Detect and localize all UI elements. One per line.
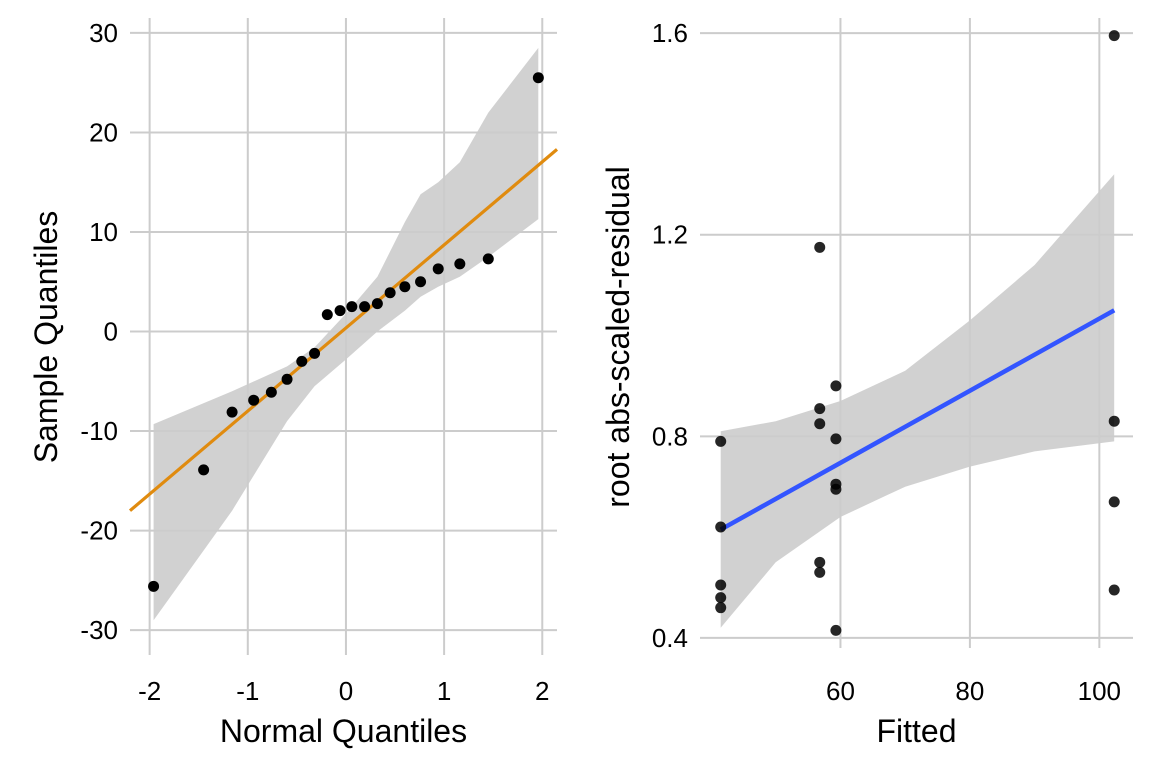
sl-data-point [830,483,842,495]
qq-data-point [359,301,371,313]
qq-x-axis-title: Normal Quantiles [220,713,467,749]
qq-data-point [399,281,411,293]
sl-data-point [830,624,842,636]
scale-location-panel: 60 80 100 0.4 0.8 1.2 1.6 Fitted root abs-sca… [600,18,1133,749]
sl-data-point [814,418,826,430]
qq-data-point [198,464,210,476]
sl-x-tick-labels: 60 80 100 [826,676,1121,706]
qq-x-tick-label: 0 [339,676,353,706]
qq-y-tick-label: -10 [80,416,118,446]
sl-data-point [715,435,727,447]
sl-x-tick-label: 60 [826,676,855,706]
qq-y-tick-label: 0 [104,317,118,347]
qq-x-tick-labels: -2 -1 0 1 2 [138,676,549,706]
sl-x-axis-title: Fitted [876,713,956,749]
sl-data-point [1108,30,1120,42]
qq-confidence-band [153,47,539,621]
qq-y-tick-label: 20 [89,117,118,147]
sl-y-tick-label: 0.8 [652,421,688,451]
qq-data-point [248,394,260,406]
sl-data-point [715,579,727,591]
sl-y-tick-label: 1.6 [652,18,688,48]
sl-y-tick-labels: 0.4 0.8 1.2 1.6 [652,18,688,653]
qq-reference-line [128,148,559,512]
qq-x-tick-label: -2 [138,676,161,706]
sl-y-tick-label: 0.4 [652,623,688,653]
sl-data-point [830,380,842,392]
sl-y-tick-label: 1.2 [652,220,688,250]
sl-x-tick-label: 100 [1078,676,1121,706]
sl-data-point [814,556,826,568]
qq-data-point [532,72,544,84]
qq-y-axis-title: Sample Quantiles [28,211,64,464]
qq-y-tick-labels: -30 -20 -10 0 10 20 30 [80,18,118,645]
sl-data-point [715,592,727,604]
qq-data-point [346,301,358,313]
qq-data-point [371,298,383,310]
sl-y-axis-title: root abs-scaled-residual [600,166,636,508]
qq-data-point [321,309,333,321]
qq-data-point [226,406,238,418]
qq-data-point [454,258,466,270]
qq-data-point [265,386,277,398]
qq-data-point [384,287,396,299]
qq-data-point [148,580,160,592]
sl-data-point [715,521,727,533]
sl-fit-line [719,308,1116,532]
qq-y-tick-label: 10 [89,217,118,247]
qq-y-tick-label: -20 [80,516,118,546]
qq-data-point [281,373,293,385]
sl-data-point [1108,415,1120,427]
sl-data-point [830,433,842,445]
qq-y-tick-label: -30 [80,615,118,645]
sl-data-point [1108,496,1120,508]
qq-x-tick-label: 2 [535,676,549,706]
qq-data-point [309,347,321,359]
qq-x-tick-label: -1 [236,676,259,706]
qq-data-point [432,263,444,275]
qq-y-tick-label: 30 [89,18,118,48]
qq-data-point [296,355,308,367]
sl-data-point [814,566,826,578]
sl-x-tick-label: 80 [955,676,984,706]
sl-confidence-band [720,174,1115,628]
qq-data-point [482,253,494,265]
qq-points [148,72,544,592]
sl-data-point [715,602,727,614]
qq-data-point [334,305,346,317]
qq-x-tick-label: 1 [437,676,451,706]
sl-data-point [814,241,826,253]
sl-points [715,30,1120,636]
sl-data-point [1108,584,1120,596]
qq-data-point [415,276,427,288]
sl-data-point [814,403,826,415]
